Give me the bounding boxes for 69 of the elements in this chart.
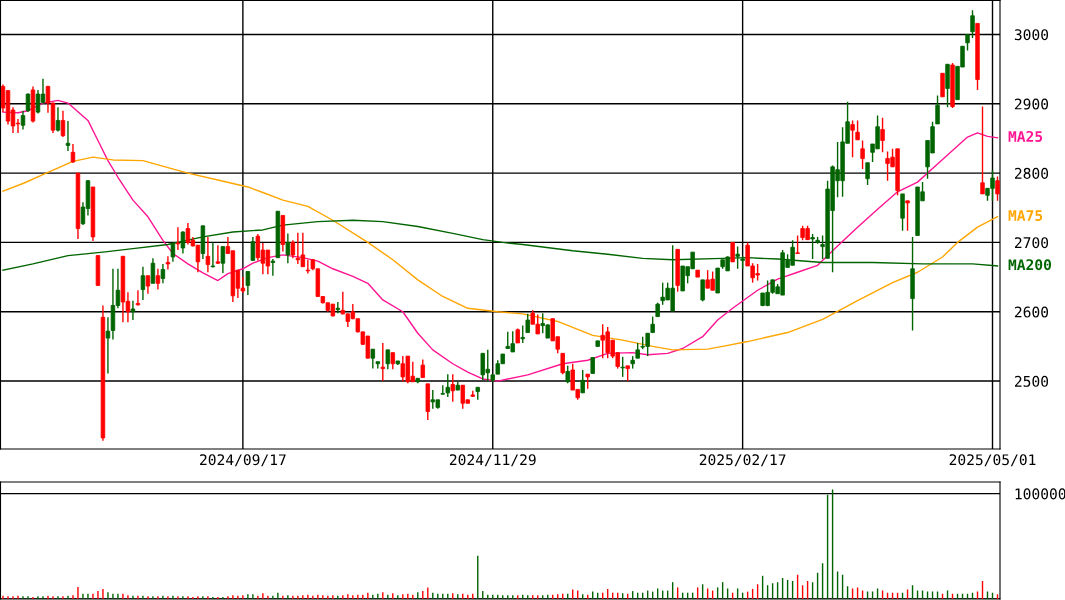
y-tick-label: 2500 <box>1014 375 1049 387</box>
candlestick <box>55 106 61 133</box>
candlestick <box>285 232 291 264</box>
candlestick <box>210 241 216 269</box>
candlestick <box>70 143 76 164</box>
candlestick <box>580 369 585 394</box>
candlestick <box>620 356 625 378</box>
candlestick <box>335 301 341 314</box>
candlestick <box>860 139 865 170</box>
candlestick <box>155 268 161 291</box>
candlestick <box>25 92 31 113</box>
candlestick <box>730 241 735 263</box>
candlestick <box>175 226 181 251</box>
candlestick <box>865 162 870 186</box>
candlestick <box>255 233 261 262</box>
candlestick <box>65 120 71 152</box>
candlestick <box>185 222 191 246</box>
candlestick <box>180 230 186 255</box>
candlestick <box>450 373 455 403</box>
candlestick <box>375 360 381 370</box>
candlestick <box>935 94 940 125</box>
candlestick <box>905 200 910 232</box>
y-tick-label: 3000 <box>1014 29 1049 41</box>
y-tick-label: 2700 <box>1014 237 1049 249</box>
y-tick-label: 2600 <box>1014 306 1049 318</box>
candlestick <box>250 236 256 262</box>
x-tick-label: 2025/02/17 <box>699 454 786 467</box>
candlestick <box>270 258 276 277</box>
candlestick <box>980 105 985 195</box>
candlestick <box>370 348 376 370</box>
candlestick <box>420 358 426 379</box>
candlestick <box>220 245 226 274</box>
candlestick <box>215 244 221 265</box>
candlestick <box>880 116 885 154</box>
candlestick <box>165 255 171 271</box>
y-tick-label: 100000 <box>1015 488 1065 500</box>
candlestick <box>940 72 945 98</box>
candlestick <box>145 275 151 295</box>
series-label: MA75 <box>1008 210 1043 222</box>
candlestick <box>150 257 156 285</box>
x-tick-label: 2025/05/01 <box>949 454 1036 467</box>
x-tick-label: 2024/09/17 <box>200 454 286 467</box>
candlestick <box>380 342 386 382</box>
candlestick <box>385 349 391 370</box>
series-label: MA25 <box>1008 130 1043 142</box>
candlestick <box>290 239 296 260</box>
candlestick <box>245 270 251 296</box>
y-tick-label: 2900 <box>1014 98 1049 110</box>
series-label: MA200 <box>1008 259 1052 271</box>
y-tick-label: 2800 <box>1014 167 1049 179</box>
candlestick <box>170 242 176 263</box>
candlestick <box>160 263 166 285</box>
x-tick-label: 2024/11/29 <box>449 454 536 467</box>
candlestick <box>970 9 975 39</box>
candlestick <box>995 175 1000 202</box>
candlestick <box>140 265 146 301</box>
candlestick <box>855 119 860 141</box>
candlestick <box>525 313 530 334</box>
candlestick <box>130 299 136 321</box>
candlestick <box>60 110 66 138</box>
candlestick <box>560 352 565 375</box>
candlestick <box>20 110 26 131</box>
candlestick <box>400 355 406 383</box>
candlestick <box>795 234 800 255</box>
candlestick <box>850 119 855 158</box>
candlestick <box>135 289 141 307</box>
candlestick <box>810 233 815 260</box>
candlestick <box>205 236 211 273</box>
candlestick <box>295 232 301 265</box>
